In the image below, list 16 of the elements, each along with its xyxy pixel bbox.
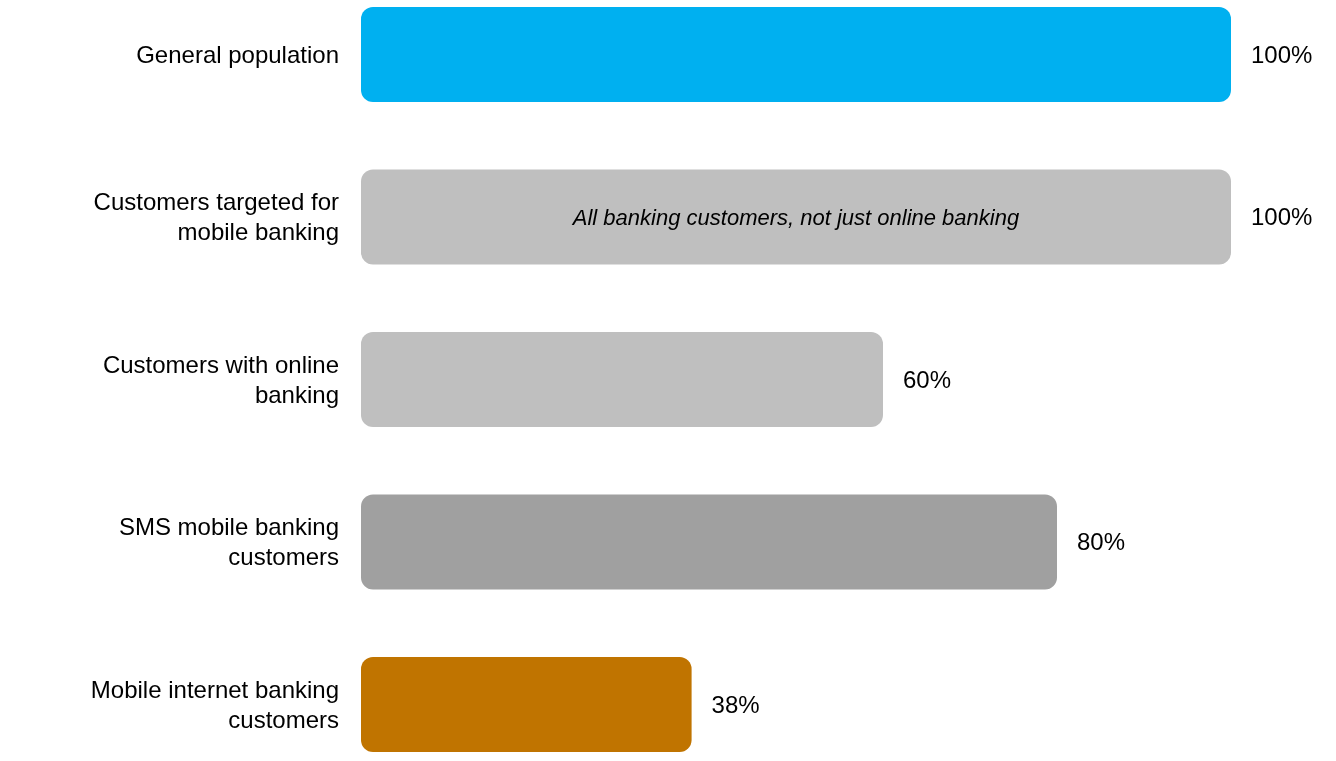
data-label: 100% — [1251, 40, 1313, 68]
y-tick-label: SMS mobile banking customers — [118, 513, 339, 571]
y-tick-label: Mobile internet banking customers — [90, 675, 339, 733]
y-tick-label: Customers targeted for mobile banking — [93, 188, 340, 246]
bar — [361, 7, 1231, 102]
y-tick-label: General population — [136, 40, 339, 68]
y-tick-label: Customers with online banking — [102, 350, 339, 408]
data-label: 80% — [1077, 528, 1126, 556]
data-label: 60% — [903, 365, 952, 393]
data-label: 100% — [1251, 203, 1313, 231]
annotation: All banking customers, not just online banking — [570, 204, 1020, 230]
bar — [361, 169, 1231, 265]
bar — [361, 494, 1057, 590]
data-label: 38% — [711, 690, 760, 718]
bar — [361, 657, 692, 752]
bar — [361, 332, 883, 427]
